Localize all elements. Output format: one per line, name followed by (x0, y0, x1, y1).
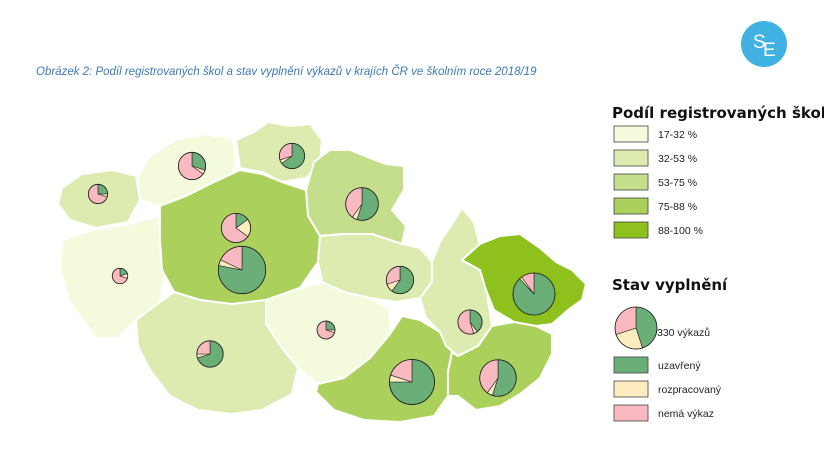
pie-vysocina (316, 320, 336, 340)
pie-moravskoslezsky-outline (512, 272, 556, 316)
pie-zlinsky (479, 359, 517, 397)
pie-stredocesky (217, 245, 267, 295)
pie-kralovehradecky-outline (345, 187, 379, 221)
legend-share-swatch-3 (613, 173, 649, 191)
pie-olomoucky (457, 309, 483, 335)
legend-status-label-in-progress: rozpracovaný (658, 384, 722, 396)
pie-karlovarsky (87, 183, 109, 205)
pie-liberecky-outline (278, 142, 306, 170)
se-logo: S E (741, 21, 787, 67)
pie-ustecky (177, 151, 207, 181)
legend-share-items: 17-32 % 32-53 % 53-75 % 75-88 % 88-100 % (613, 125, 703, 239)
pie-jihocesky-outline (196, 340, 224, 368)
pie-moravskoslezsky (512, 272, 556, 316)
legend-share-swatch-4 (613, 197, 649, 215)
legend-status-title: Stav vyplnění (612, 276, 728, 294)
legend-status-swatch-no-report (613, 404, 649, 422)
pie-olomoucky-outline (457, 309, 483, 335)
region-liberecky (235, 121, 323, 183)
legend-share-swatch-1 (613, 125, 649, 143)
pie-praha (220, 212, 252, 244)
pie-jihomoravsky (389, 359, 435, 405)
pie-liberecky (278, 142, 306, 170)
pie-kralovehradecky (345, 187, 379, 221)
legend-status-sample-pie (614, 306, 658, 350)
legend-status-pie-outline (614, 306, 658, 350)
legend-share-label-3: 53-75 % (658, 177, 697, 189)
pie-plzensky-outline (111, 267, 129, 285)
legend-status-size-label: 330 výkazů (657, 327, 710, 339)
se-logo-circle (741, 21, 787, 67)
legend-share-label-1: 17-32 % (658, 129, 697, 141)
legend-status-items: uzavřený rozpracovaný nemá výkaz (613, 356, 722, 422)
pie-zlinsky-outline (479, 359, 517, 397)
legend-share-label-4: 75-88 % (658, 201, 697, 213)
pie-karlovarsky-outline (87, 183, 109, 205)
pie-ustecky-outline (177, 151, 207, 181)
legend-status-swatch-closed (613, 356, 649, 374)
legend-status-label-no-report: nemá výkaz (658, 408, 714, 420)
legend-status: Stav vyplnění 330 výkazů uzavřený rozprac… (612, 276, 728, 422)
figure-caption: Obrázek 2: Podíl registrovaných škol a s… (36, 66, 537, 78)
se-logo-letter-e: E (763, 40, 776, 61)
pie-pardubicky-outline (385, 265, 415, 295)
legend-share-swatch-5 (613, 221, 649, 239)
legend-share-swatch-2 (613, 149, 649, 167)
legend-share-label-5: 88-100 % (658, 225, 703, 237)
legend-status-label-closed: uzavřený (658, 360, 701, 372)
pie-plzensky (111, 267, 129, 285)
se-logo-letter-s: S (753, 32, 766, 53)
legend-status-swatch-in-progress (613, 380, 649, 398)
pie-praha-outline (220, 212, 252, 244)
pie-pardubicky (385, 265, 415, 295)
pie-vysocina-outline (316, 320, 336, 340)
pie-jihomoravsky-outline (389, 359, 435, 405)
pies-layer (87, 142, 556, 405)
legend-share-title: Podíl registrovaných škol (612, 104, 824, 122)
pie-jihocesky (196, 340, 224, 368)
legend-share: Podíl registrovaných škol 17-32 % 32-53 %… (612, 104, 824, 239)
legend-share-label-2: 32-53 % (658, 153, 697, 165)
pie-stredocesky-outline (217, 245, 267, 295)
legend-status-pie (614, 306, 658, 350)
